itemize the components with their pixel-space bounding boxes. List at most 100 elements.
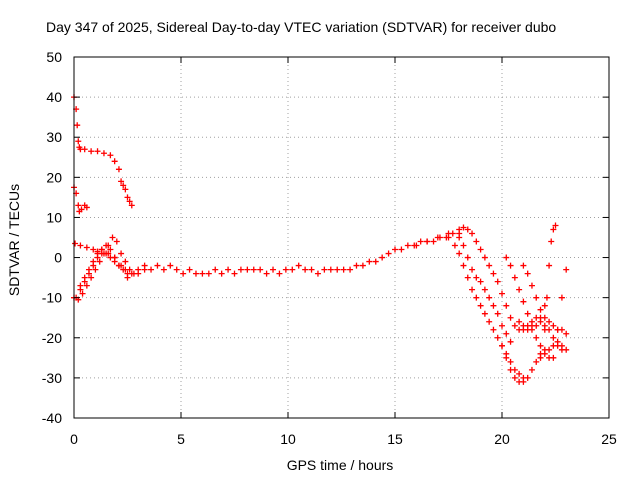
grid xyxy=(74,57,609,418)
data-point xyxy=(359,262,366,269)
data-point xyxy=(124,274,131,281)
data-point xyxy=(507,314,514,321)
series-arc-3 xyxy=(72,240,131,277)
data-point xyxy=(231,270,238,277)
data-point xyxy=(413,242,420,249)
data-point xyxy=(528,282,535,289)
data-point xyxy=(107,246,114,253)
data-point xyxy=(533,294,540,301)
data-point xyxy=(494,278,501,285)
data-point xyxy=(516,286,523,293)
data-point xyxy=(321,266,328,273)
data-point xyxy=(379,254,386,261)
data-point xyxy=(503,302,510,309)
data-point xyxy=(372,258,379,265)
x-tick-label: 15 xyxy=(387,431,403,447)
plot-frame xyxy=(73,56,610,419)
data-point xyxy=(212,266,219,273)
data-point xyxy=(225,266,232,273)
series-arc-10 xyxy=(499,342,565,385)
data-point xyxy=(128,270,135,277)
data-point xyxy=(141,266,148,273)
data-point xyxy=(460,242,467,249)
data-point xyxy=(314,270,321,277)
data-point xyxy=(173,266,180,273)
data-point xyxy=(550,322,557,329)
data-point xyxy=(537,314,544,321)
data-point xyxy=(486,318,493,325)
data-point xyxy=(516,370,523,377)
data-point xyxy=(494,334,501,341)
data-point xyxy=(78,206,85,213)
data-point xyxy=(464,274,471,281)
x-axis-label: GPS time / hours xyxy=(287,457,394,473)
data-point xyxy=(548,238,555,245)
data-point xyxy=(154,262,161,269)
data-point xyxy=(218,270,225,277)
data-point xyxy=(537,342,544,349)
data-point xyxy=(244,266,251,273)
data-point xyxy=(79,290,86,297)
data-point xyxy=(118,262,125,269)
data-point xyxy=(511,274,518,281)
y-tick-label: -30 xyxy=(42,370,62,386)
data-point xyxy=(528,366,535,373)
data-point xyxy=(473,294,480,301)
data-point xyxy=(524,374,531,381)
data-point xyxy=(507,366,514,373)
y-tick-label: -40 xyxy=(42,410,62,426)
data-point xyxy=(366,258,373,265)
data-point xyxy=(503,330,510,337)
data-point xyxy=(88,148,95,155)
x-tick-label: 5 xyxy=(177,431,185,447)
data-point xyxy=(520,322,527,329)
data-point xyxy=(533,334,540,341)
data-point xyxy=(192,270,199,277)
data-point xyxy=(135,270,142,277)
data-point xyxy=(473,238,480,245)
data-point xyxy=(477,278,484,285)
data-point xyxy=(118,250,125,257)
data-point xyxy=(511,322,518,329)
data-point xyxy=(563,330,570,337)
data-point xyxy=(92,266,99,273)
data-point xyxy=(507,358,514,365)
data-point xyxy=(558,346,565,353)
data-point xyxy=(295,262,302,269)
data-point xyxy=(111,158,118,165)
data-point xyxy=(533,322,540,329)
data-point xyxy=(546,262,553,269)
data-point xyxy=(111,254,118,261)
data-point xyxy=(434,234,441,241)
series-arc-12 xyxy=(537,222,559,361)
data-point xyxy=(340,266,347,273)
data-point xyxy=(550,226,557,233)
series-arc-7 xyxy=(413,224,570,353)
data-point xyxy=(477,302,484,309)
data-point xyxy=(327,266,334,273)
y-tick-label: 0 xyxy=(54,250,62,266)
data-point xyxy=(469,230,476,237)
series-arc-4 xyxy=(71,230,463,303)
data-point xyxy=(499,322,505,329)
data-point xyxy=(118,178,125,185)
data-point xyxy=(148,266,155,273)
data-point xyxy=(186,266,193,273)
x-tick-label: 25 xyxy=(601,431,617,447)
data-point xyxy=(460,262,467,269)
data-point xyxy=(481,310,488,317)
data-point xyxy=(473,274,480,281)
data-point xyxy=(404,242,411,249)
data-point xyxy=(90,258,97,265)
data-point xyxy=(160,266,167,273)
x-tick-label: 20 xyxy=(494,431,510,447)
series-arc-15 xyxy=(516,302,548,333)
data-point xyxy=(541,350,548,357)
series-arc-9 xyxy=(456,234,514,345)
data-point xyxy=(77,242,84,249)
data-point xyxy=(308,266,315,273)
data-point xyxy=(445,234,452,241)
series-arc-1 xyxy=(71,94,135,209)
data-marks xyxy=(71,94,570,385)
data-point xyxy=(347,266,354,273)
